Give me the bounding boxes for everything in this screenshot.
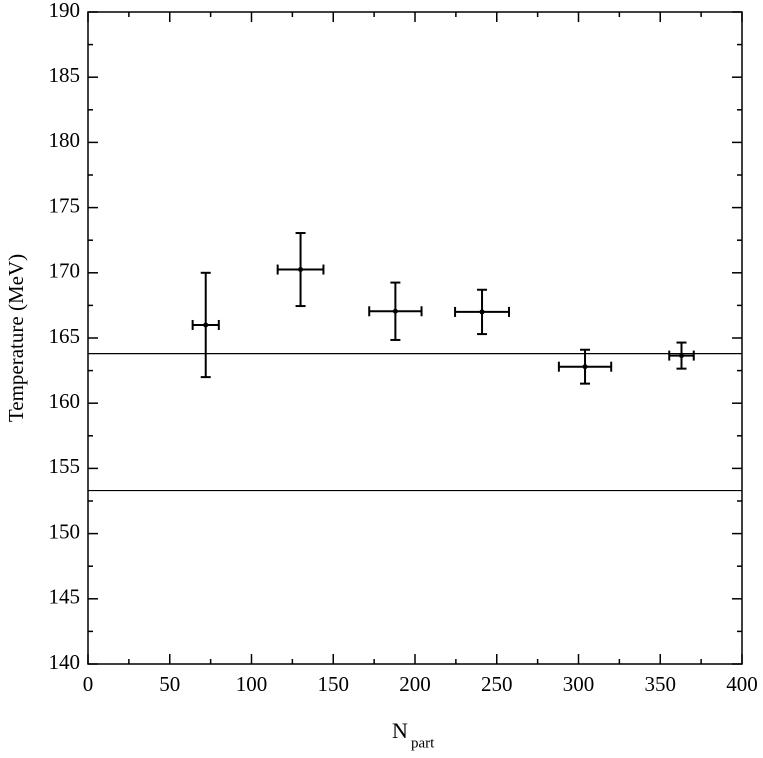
plot-frame — [87, 11, 743, 665]
point — [679, 353, 685, 359]
x-tick-label: 400 — [726, 672, 758, 696]
point — [392, 308, 398, 314]
y-tick-label: 170 — [49, 259, 81, 283]
x-tick-label: 100 — [236, 672, 268, 696]
x-tick-label: 350 — [645, 672, 677, 696]
x-tick-label: 250 — [481, 672, 513, 696]
point — [203, 322, 209, 328]
y-tick-label: 165 — [49, 324, 81, 348]
point — [479, 309, 485, 315]
x-tick-label: 50 — [159, 672, 180, 696]
x-tick-label: 0 — [83, 672, 94, 696]
x-tick-label: 200 — [399, 672, 431, 696]
y-tick-label: 160 — [49, 389, 81, 413]
x-tick-label: 150 — [318, 672, 350, 696]
y-tick-label: 150 — [49, 519, 81, 543]
y-tick-label: 140 — [49, 650, 81, 674]
y-tick-label: 185 — [49, 63, 81, 87]
x-axis-label-subscript: part — [411, 735, 435, 751]
point — [582, 364, 588, 370]
y-tick-label: 155 — [49, 454, 81, 478]
point — [298, 267, 304, 273]
y-axis-label: Temperature (MeV) — [4, 254, 28, 422]
x-axis-label: N — [392, 718, 408, 743]
x-tick-label: 300 — [563, 672, 595, 696]
y-tick-label: 190 — [49, 0, 81, 22]
y-tick-label: 175 — [49, 193, 81, 217]
y-tick-label: 145 — [49, 585, 81, 609]
y-tick-label: 180 — [49, 128, 81, 152]
